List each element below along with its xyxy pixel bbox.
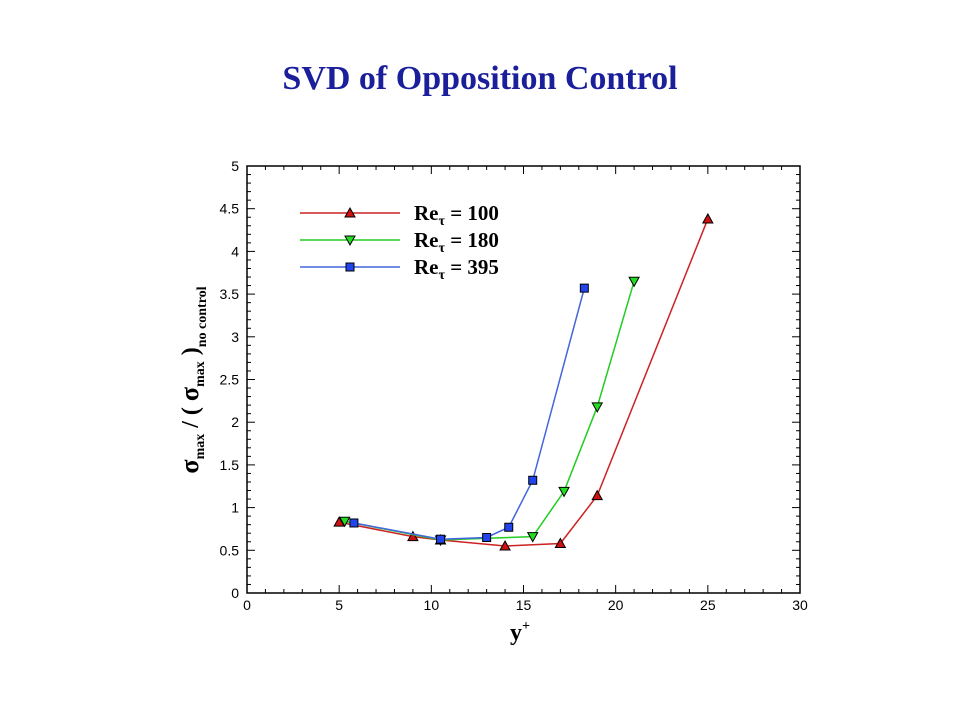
data-point <box>701 212 714 224</box>
x-tick-label: 10 <box>424 597 440 613</box>
series-0 <box>333 212 714 551</box>
x-tick-label: 20 <box>608 597 624 613</box>
series-line <box>353 287 586 540</box>
data-point <box>504 522 514 532</box>
data-point <box>528 475 538 485</box>
data-point <box>436 534 446 544</box>
x-tick-label: 25 <box>700 597 716 613</box>
x-axis-title: y+ <box>510 619 530 646</box>
y-tick-label: 0.5 <box>220 542 240 558</box>
legend-label: Reτ = 395 <box>414 255 499 283</box>
legend-marker <box>345 262 355 272</box>
legend-marker <box>344 206 356 218</box>
legend-entry: Reτ = 395 <box>300 255 499 283</box>
series-layer <box>333 212 714 551</box>
data-point <box>628 276 640 288</box>
x-tick-label: 5 <box>335 597 343 613</box>
y-axis-title-text: σmax / ( σmax )no control <box>175 286 210 473</box>
x-axis-title-text: y+ <box>510 619 530 646</box>
y-tick-label: 1.5 <box>220 457 240 473</box>
legend-entry: Reτ = 100 <box>300 201 499 229</box>
series-line <box>344 281 635 541</box>
legend-entry: Reτ = 180 <box>300 228 499 256</box>
data-point <box>499 540 511 551</box>
x-tick-label: 15 <box>516 597 532 613</box>
data-point <box>338 516 351 528</box>
series-2 <box>349 283 589 544</box>
legend-label: Reτ = 180 <box>414 228 499 256</box>
y-axis-title-group: σmax / ( σmax )no control <box>175 286 210 473</box>
data-point <box>526 532 539 543</box>
y-tick-label: 0 <box>231 585 239 601</box>
y-axis: 0 0.5 1 1.5 2 2.5 3 3.5 4 4.5 5 <box>220 158 800 601</box>
y-tick-label: 3.5 <box>220 286 240 302</box>
data-point <box>554 537 567 548</box>
data-point <box>591 402 604 413</box>
data-point <box>407 530 419 542</box>
y-tick-label: 5 <box>231 158 239 174</box>
y-tick-label: 2.5 <box>220 372 240 388</box>
legend-label: Reτ = 100 <box>414 201 499 229</box>
y-axis-title: σmax / ( σmax )no control <box>175 286 210 473</box>
y-tick-label: 1 <box>231 500 239 516</box>
data-point <box>558 486 570 498</box>
data-point <box>591 489 604 501</box>
data-point <box>579 283 589 293</box>
series-1 <box>338 276 640 547</box>
y-tick-label: 2 <box>231 414 239 430</box>
x-tick-label: 0 <box>243 597 251 613</box>
legend-marker <box>344 235 356 247</box>
plot-frame <box>246 165 801 594</box>
y-tick-label: 4 <box>231 243 239 259</box>
x-tick-label: 30 <box>792 597 808 613</box>
data-point <box>482 532 492 542</box>
slide-title: SVD of Opposition Control <box>282 60 678 97</box>
data-point <box>349 518 359 528</box>
y-tick-label: 4.5 <box>220 201 240 217</box>
x-axis: 0 5 10 15 20 25 30 <box>243 166 808 613</box>
y-tick-label: 3 <box>231 329 239 345</box>
